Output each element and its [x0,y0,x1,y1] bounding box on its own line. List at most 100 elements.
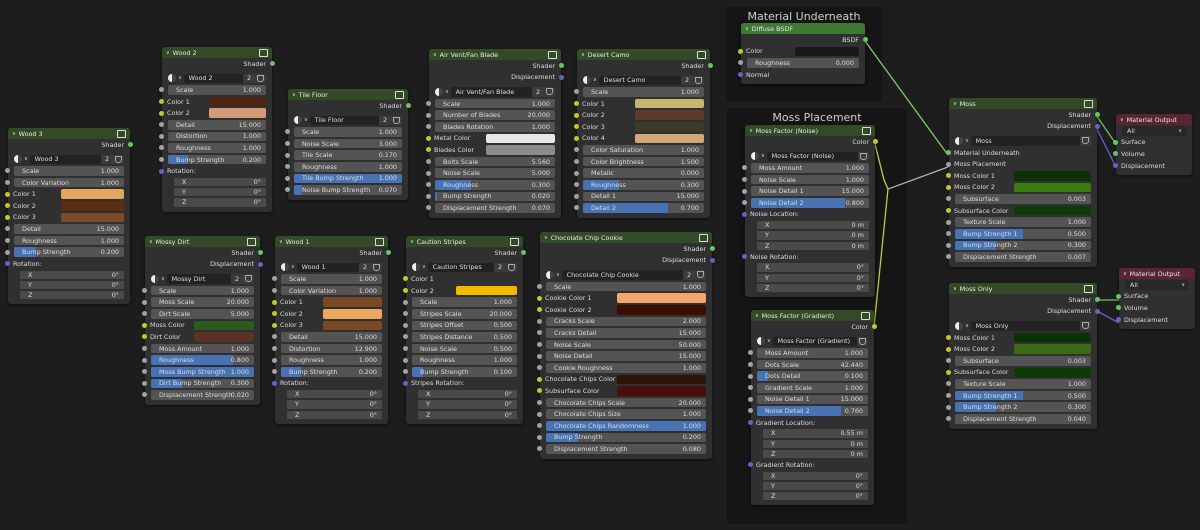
color-socket[interactable] [272,311,277,317]
value-slider[interactable]: Dirt Scale 5.000 [151,308,254,319]
node-group-selector[interactable]: ∨ Moss Factor (Gradient) [757,336,868,347]
color-swatch[interactable] [194,332,254,342]
value-slider[interactable]: Distortion 12.900 [281,343,382,354]
value-slider[interactable]: Detail 1 15.000 [583,191,704,202]
color-socket[interactable] [142,322,147,328]
float-socket[interactable] [159,145,164,151]
vector-field[interactable]: X 0° [763,471,868,480]
value-slider[interactable]: Scale 1.000 [583,87,704,97]
vector-field[interactable]: Z 0 m [763,449,868,458]
shader-socket[interactable] [1113,139,1118,145]
value-slider[interactable]: Bump Strength 0.200 [281,366,382,377]
value-slider[interactable]: Roughness 0.300 [583,179,704,190]
vector-field[interactable]: Y 0° [287,400,382,409]
float-socket[interactable] [537,342,542,348]
float-socket[interactable] [946,416,951,422]
value-slider[interactable]: Detail 15.000 [168,119,266,130]
color-socket[interactable] [403,288,408,294]
node-airvent[interactable]: ∨ Air Vent/Fan Blade Shader Displacement ∨ Ai… [426,49,564,218]
chevron-down-icon[interactable]: ∨ [965,137,969,144]
color-socket[interactable] [5,191,10,197]
value-slider[interactable]: Scale 1.000 [435,98,555,109]
group-name-field[interactable]: Wood 2 [183,73,243,84]
vector-socket[interactable] [258,261,263,267]
value-slider[interactable]: Roughness 1.000 [412,355,517,365]
node-camo[interactable]: ∨ Desert Camo Shader ∨ Desert Camo 2 Scale 1.00… [574,49,713,218]
node-group-selector[interactable]: ∨ Caution Stripes 2 [412,262,517,273]
color-swatch[interactable] [616,304,706,315]
node-group-selector[interactable]: ∨ Moss Only [955,321,1091,331]
fake-user-shield-icon[interactable] [506,262,517,273]
value-slider[interactable]: Noise Scale 5.000 [435,168,555,178]
value-slider[interactable]: Bump Strength 0.200 [168,154,266,165]
group-name-field[interactable]: Moss Only [970,321,1080,331]
value-slider[interactable]: Scale 1.000 [14,166,124,176]
value-slider[interactable]: Moss Amount 1.000 [757,348,868,358]
group-name-field[interactable]: Air Vent/Fan Blade [450,87,532,97]
node-group-icon[interactable] [548,51,557,59]
color-swatch[interactable] [616,293,706,303]
color-swatch[interactable] [323,308,382,319]
color-swatch[interactable] [486,133,555,144]
fake-user-shield-icon[interactable] [1080,321,1091,331]
node-tree-icon[interactable] [546,270,554,279]
color-socket[interactable] [272,299,277,305]
group-name-field[interactable]: Wood 1 [296,262,359,273]
collapse-chevron-icon[interactable]: ∨ [581,51,585,58]
fake-user-shield-icon[interactable] [693,75,704,86]
color-swatch[interactable] [208,108,266,118]
shader-socket[interactable] [1113,151,1118,157]
float-socket[interactable] [272,334,277,340]
float-socket[interactable] [142,311,147,317]
collapse-chevron-icon[interactable]: ∨ [292,91,296,98]
value-slider[interactable]: Chocolate Chips Size 1.000 [546,409,706,419]
float-socket[interactable] [285,175,290,181]
shader-socket[interactable] [270,61,275,67]
float-socket[interactable] [574,89,579,95]
color-socket[interactable] [142,334,147,340]
node-diffuse[interactable]: ∨ Diffuse BSDF BSDF Color Roughness 0.000 Norm… [738,23,868,85]
float-socket[interactable] [748,408,753,414]
value-slider[interactable]: Displacement Strength 0.080 [546,444,706,454]
value-slider[interactable]: Moss Bump Strength 1.000 [151,366,254,377]
color-swatch[interactable] [634,98,704,109]
collapse-chevron-icon[interactable]: ∨ [12,130,16,137]
color-socket[interactable] [574,112,579,118]
chevron-down-icon[interactable]: ∨ [161,275,165,282]
group-name-field[interactable]: Desert Camo [598,75,681,86]
float-socket[interactable] [946,358,951,364]
vector-field[interactable]: Z 0° [174,198,266,207]
vector-field[interactable]: Y 0° [757,273,869,282]
value-slider[interactable]: Stripes Distance 0.500 [412,332,517,342]
value-slider[interactable]: Roughness 1.000 [168,143,266,153]
float-socket[interactable] [537,400,542,406]
fake-user-shield-icon[interactable] [1080,136,1091,146]
node-out1[interactable]: ∨ Material Output All ∨ Surface Volume Displac… [1113,114,1192,176]
value-slider[interactable]: Noise Scale 1.000 [751,174,869,185]
float-socket[interactable] [426,182,431,188]
value-slider[interactable]: Distortion 1.000 [168,131,266,142]
node-tree-icon[interactable] [14,155,22,164]
chevron-down-icon[interactable]: ∨ [422,264,426,271]
value-slider[interactable]: Bump Strength 2 0.300 [955,240,1091,251]
color-socket[interactable] [403,276,408,282]
node-tile[interactable]: ∨ Tile Floor Shader ∨ Tile Floor 2 Scale 1.000 N… [285,89,411,200]
value-slider[interactable]: Noise Scale 0.500 [412,343,517,354]
fake-user-shield-icon[interactable] [695,270,706,280]
color-socket[interactable] [946,208,951,214]
node-group-icon[interactable] [1084,285,1093,293]
vector-field[interactable]: X 0.55 m [763,429,868,438]
vector-field[interactable]: Z 0° [763,491,868,501]
value-slider[interactable]: Bump Strength 0.100 [412,366,517,377]
collapse-chevron-icon[interactable]: ∨ [1120,116,1124,123]
node-group-selector[interactable]: ∨ Moss Factor (Noise) [751,151,869,162]
node-group-selector[interactable]: ∨ Air Vent/Fan Blade 2 [435,87,555,97]
color-socket[interactable] [537,307,542,313]
value-slider[interactable]: Subsurface 0.003 [955,355,1091,366]
value-slider[interactable]: Scale 1.000 [412,297,517,307]
chevron-down-icon[interactable]: ∨ [767,338,771,345]
value-slider[interactable]: Detail 15.000 [14,224,124,234]
value-slider[interactable]: Blades Rotation 1.000 [435,121,555,132]
shader-socket[interactable] [258,250,263,256]
vector-field[interactable]: X 0° [418,390,517,399]
